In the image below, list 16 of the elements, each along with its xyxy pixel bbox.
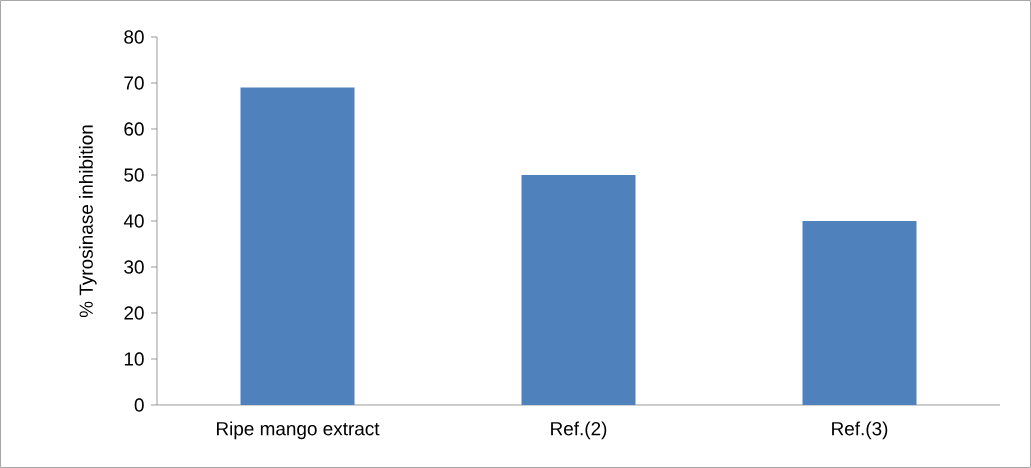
bar — [240, 87, 355, 405]
x-tick-label: Ref.(3) — [832, 421, 888, 440]
y-tick-label: 70 — [124, 76, 144, 90]
y-axis-title: % Tyrosinase inhibition — [78, 125, 97, 318]
x-tick-label: Ref.(2) — [551, 421, 607, 440]
y-tick-label: 50 — [124, 168, 144, 182]
y-tick-label: 40 — [123, 214, 144, 228]
y-tick-label: 80 — [124, 30, 144, 44]
y-tick-label: 60 — [124, 122, 144, 136]
y-tick-label: 30 — [124, 260, 144, 274]
bar — [802, 220, 917, 405]
y-tick-label: 0 — [134, 398, 144, 412]
y-tick-label: 10 — [124, 352, 144, 366]
bar — [521, 174, 636, 405]
x-tick-label: Ripe mango extract — [216, 421, 380, 440]
y-tick-label: 20 — [124, 306, 144, 320]
